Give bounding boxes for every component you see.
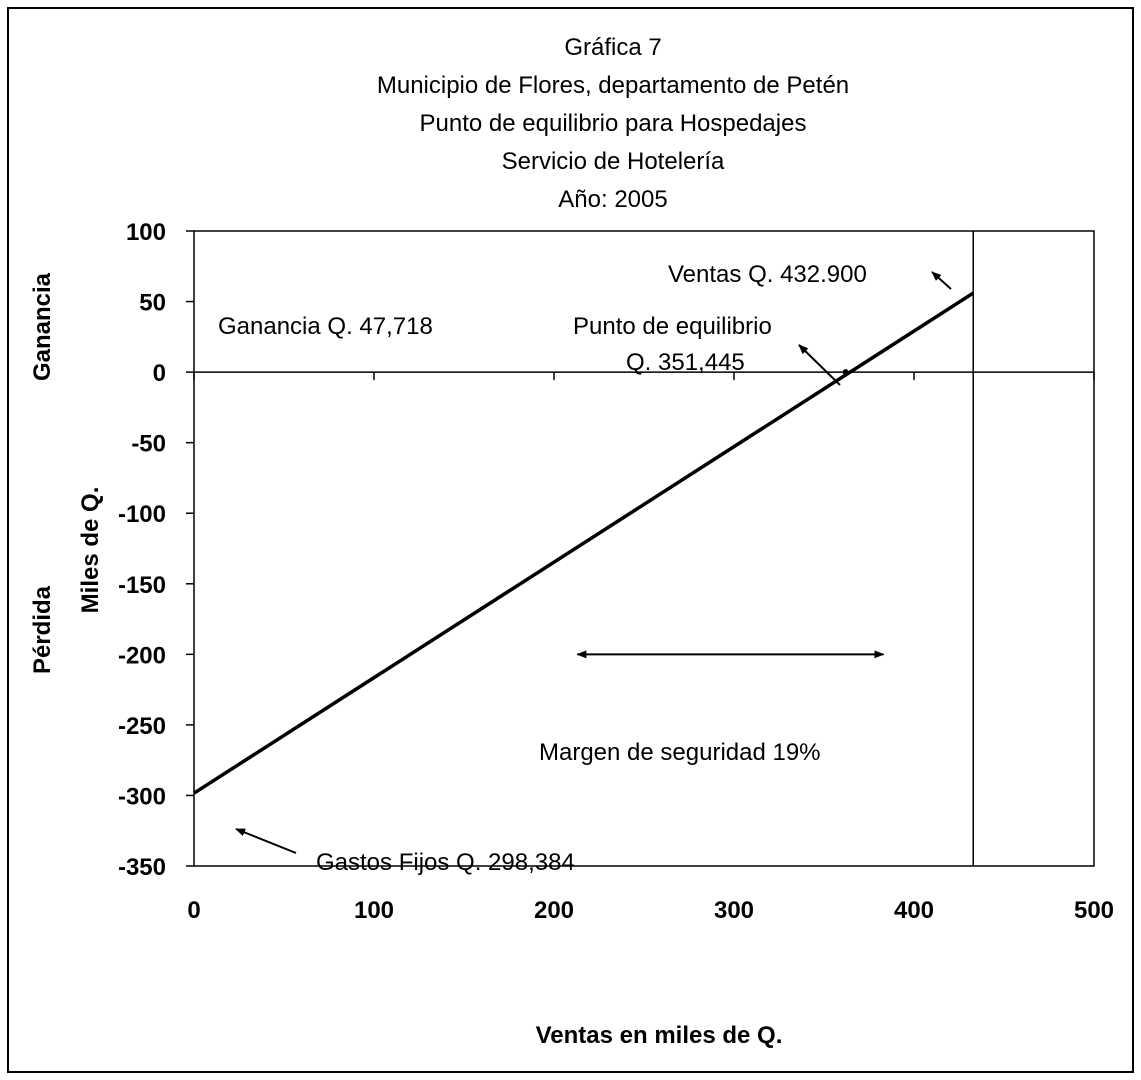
- chart-title-line-3: Punto de equilibrio para Hospedajes: [420, 110, 807, 137]
- y-axis-label-ganancia: Ganancia: [29, 272, 56, 381]
- annotation-equilibrio-label: Punto de equilibrio: [573, 313, 772, 340]
- profit-loss-line: [193, 291, 975, 795]
- chart-title-line-5: Año: 2005: [558, 186, 667, 213]
- y-tick-label: -200: [118, 642, 166, 669]
- chart-frame: [7, 7, 1134, 1073]
- chart-title-line-1: Gráfica 7: [564, 34, 661, 61]
- annotation-margen: Margen de seguridad 19%: [539, 739, 821, 766]
- x-axis-title: Ventas en miles de Q.: [536, 1022, 783, 1049]
- chart-title-line-4: Servicio de Hotelería: [502, 148, 725, 175]
- x-tick-label: 0: [187, 897, 200, 924]
- x-tick-label: 100: [354, 897, 394, 924]
- y-tick-label: -350: [118, 854, 166, 881]
- annotation-gastos-arrow: [235, 828, 297, 854]
- annotation-equilibrio-arrow: [798, 344, 841, 386]
- x-tick-label: 500: [1074, 897, 1114, 924]
- y-tick-label: -150: [118, 572, 166, 599]
- x-tick-label: 200: [534, 897, 574, 924]
- x-tick-label: 400: [894, 897, 934, 924]
- annotation-gastos: Gastos Fijos Q. 298,384: [316, 849, 575, 876]
- chart-title-line-2: Municipio de Flores, departamento de Pet…: [377, 72, 849, 99]
- y-tick-label: -100: [118, 501, 166, 528]
- y-tick-label: 0: [153, 360, 166, 387]
- annotation-ganancia: Ganancia Q. 47,718: [218, 313, 433, 340]
- y-tick-label: -300: [118, 783, 166, 810]
- x-tick-label: 300: [714, 897, 754, 924]
- annotation-ventas: Ventas Q. 432.900: [668, 261, 867, 288]
- plot-area: [193, 230, 1095, 867]
- y-tick-label: -250: [118, 713, 166, 740]
- y-tick-label: 50: [139, 290, 166, 317]
- y-tick-label: 100: [126, 219, 166, 246]
- annotation-ventas-arrow: [931, 271, 952, 290]
- y-axis-title: Miles de Q.: [77, 487, 104, 614]
- breakeven-point: [842, 369, 849, 376]
- y-tick-label: -50: [131, 431, 166, 458]
- annotation-equilibrio-value: Q. 351,445: [626, 349, 745, 376]
- y-axis-label-perdida: Pérdida: [29, 585, 56, 674]
